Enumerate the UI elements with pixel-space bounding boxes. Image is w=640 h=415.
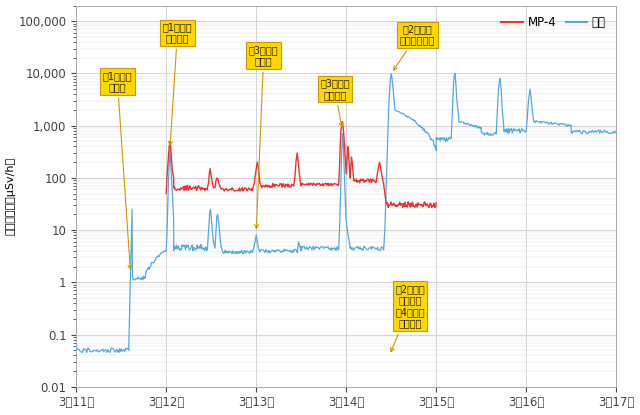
正門 xyxy=(612,128,620,133)
MP-4 xyxy=(401,204,408,209)
Text: 【1号機】
水素爆発: 【1号機】 水素爆発 xyxy=(163,22,192,146)
Line: 正門: 正門 xyxy=(76,73,616,352)
MP-4 xyxy=(433,200,440,205)
Text: 【3号機】
ベント: 【3号機】 ベント xyxy=(249,45,278,229)
MP-4 xyxy=(172,187,179,192)
Y-axis label: 空間線量率［μSv/h］: 空間線量率［μSv/h］ xyxy=(6,157,15,235)
正門 xyxy=(307,245,314,250)
正門 xyxy=(421,129,429,134)
正門 xyxy=(492,131,500,136)
正門 xyxy=(378,244,385,249)
MP-4 xyxy=(213,176,221,181)
Text: 【3号機】
水素爆発: 【3号機】 水素爆発 xyxy=(320,78,350,127)
MP-4 xyxy=(385,205,392,210)
MP-4 xyxy=(329,183,337,188)
正門 xyxy=(504,131,511,136)
Text: 【2号機】
異音発生
【4号機】
水素爆発: 【2号機】 異音発生 【4号機】 水素爆発 xyxy=(390,284,425,352)
正門 xyxy=(83,350,91,355)
正門 xyxy=(387,71,395,76)
MP-4 xyxy=(339,119,346,124)
正門 xyxy=(131,278,139,283)
Text: 【2号機】
圧力容器破壊: 【2号機】 圧力容器破壊 xyxy=(394,24,435,70)
MP-4 xyxy=(335,183,342,188)
正門 xyxy=(72,348,80,353)
MP-4 xyxy=(163,191,170,196)
Text: 【1号機】
ベント: 【1号機】 ベント xyxy=(102,71,132,269)
Line: MP-4: MP-4 xyxy=(166,122,436,208)
MP-4 xyxy=(319,183,327,188)
Legend: MP-4, 正門: MP-4, 正門 xyxy=(497,12,611,34)
